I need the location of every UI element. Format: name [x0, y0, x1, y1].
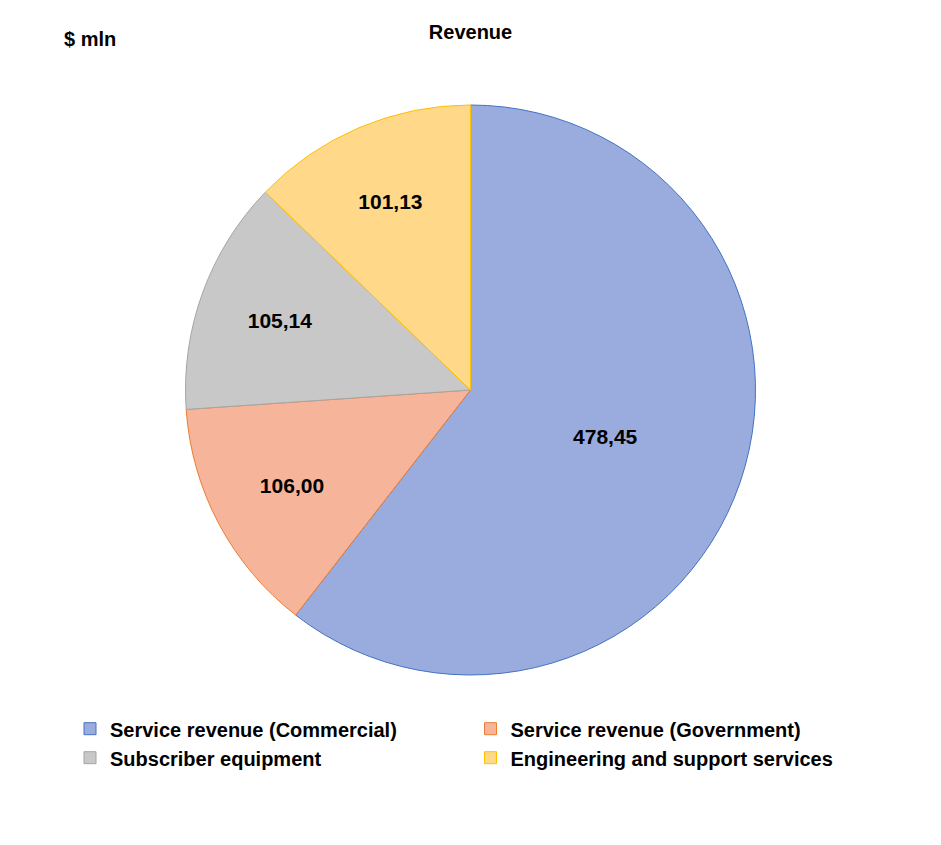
svg-text:Engineering and support servic: Engineering and support services: [511, 748, 833, 770]
svg-text:Service revenue (Commercial): Service revenue (Commercial): [110, 719, 397, 741]
svg-text:478,45: 478,45: [573, 425, 638, 448]
svg-text:101,13: 101,13: [358, 190, 422, 213]
svg-text:Service revenue (Government): Service revenue (Government): [511, 719, 801, 741]
svg-text:106,00: 106,00: [260, 474, 324, 497]
svg-text:$ mln: $ mln: [64, 28, 116, 50]
svg-text:Revenue: Revenue: [429, 21, 512, 43]
svg-text:Subscriber equipment: Subscriber equipment: [110, 748, 321, 770]
svg-text:105,14: 105,14: [248, 309, 313, 332]
